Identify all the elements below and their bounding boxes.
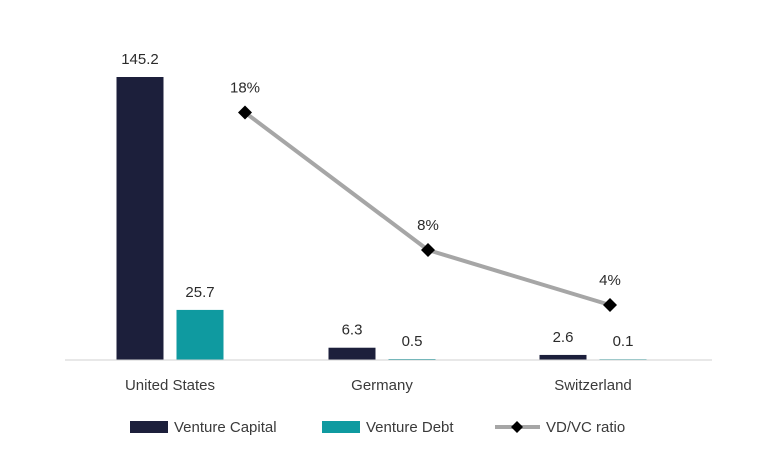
data-label-venture-capital-1: 6.3 bbox=[342, 322, 363, 339]
data-label-venture-capital-2: 2.6 bbox=[553, 329, 574, 346]
x-tick-label-2: Switzerland bbox=[554, 377, 632, 394]
data-label-vd-vc-ratio-2: 4% bbox=[599, 272, 621, 289]
data-label-venture-capital-0: 145.2 bbox=[121, 51, 159, 68]
bar-venture-debt-0 bbox=[176, 309, 224, 360]
bar-venture-capital-0 bbox=[116, 77, 164, 360]
marker-vd-vc-ratio-1 bbox=[421, 243, 435, 257]
data-label-venture-debt-0: 25.7 bbox=[185, 284, 214, 301]
bar-venture-capital-2 bbox=[539, 354, 587, 360]
legend-swatch-venture-debt bbox=[322, 421, 360, 433]
data-label-venture-debt-2: 0.1 bbox=[613, 333, 634, 350]
legend-swatch-venture-capital bbox=[130, 421, 168, 433]
legend-label-venture-capital: Venture Capital bbox=[174, 419, 277, 436]
data-label-vd-vc-ratio-1: 8% bbox=[417, 217, 439, 234]
line-vd-vc-ratio bbox=[243, 110, 611, 307]
legend-marker-vd-vc-ratio bbox=[511, 421, 523, 433]
data-label-vd-vc-ratio-0: 18% bbox=[230, 80, 260, 97]
marker-vd-vc-ratio-2 bbox=[603, 298, 617, 312]
x-tick-label-0: United States bbox=[125, 377, 215, 394]
marker-vd-vc-ratio-0 bbox=[238, 105, 252, 120]
x-tick-label-1: Germany bbox=[351, 377, 413, 394]
legend-label-vd-vc-ratio: VD/VC ratio bbox=[546, 419, 625, 436]
data-label-venture-debt-1: 0.5 bbox=[402, 333, 423, 350]
bar-venture-capital-1 bbox=[328, 347, 376, 360]
legend-label-venture-debt: Venture Debt bbox=[366, 419, 454, 436]
